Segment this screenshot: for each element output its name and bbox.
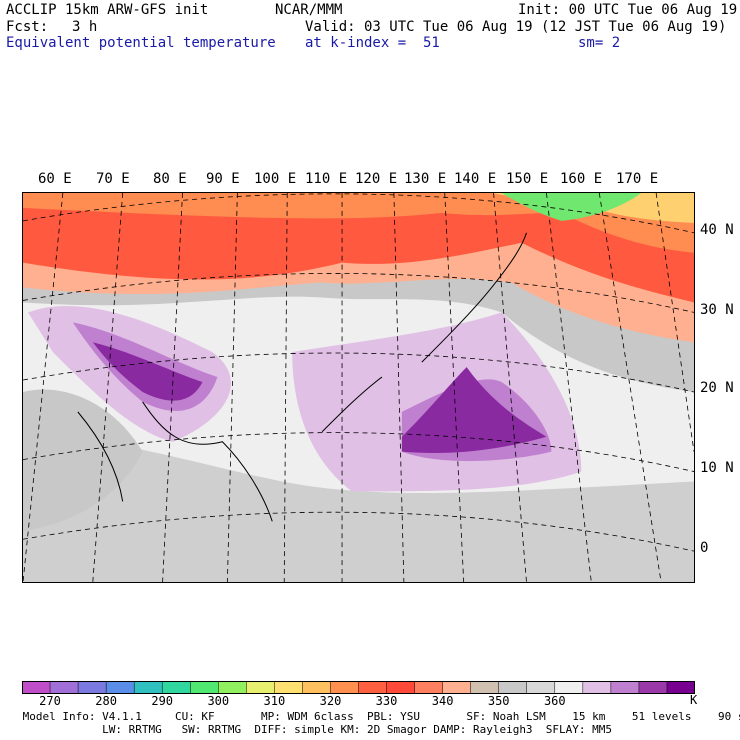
colorbar-tick-label: 320 (319, 694, 342, 708)
lon-label: 130 E (404, 171, 447, 187)
lon-label: 140 E (454, 171, 497, 187)
purple-dark-pacific (401, 367, 547, 453)
colorbar-tick-label: 350 (487, 694, 510, 708)
smoothing-value: sm= 2 (578, 35, 621, 51)
colorbar-cell (470, 681, 500, 694)
valid-time: Valid: 03 UTC Tue 06 Aug 19 (12 JST Tue … (305, 19, 727, 35)
lon-label: 80 E (153, 171, 187, 187)
graticule (23, 193, 694, 582)
lon-label: 60 E (38, 171, 72, 187)
lat-label: 20 N (700, 380, 734, 396)
colorbar-cell (105, 681, 135, 694)
colorbar-cell (666, 681, 695, 694)
colorbar-cell (330, 681, 360, 694)
model-title: ACCLIP 15km ARW-GFS init (6, 2, 209, 18)
colorbar-tick-label: 290 (151, 694, 174, 708)
colorbar-cell (274, 681, 304, 694)
colorbar-cell (358, 681, 388, 694)
colorbar-unit: K (690, 693, 698, 707)
colorbar-cell (77, 681, 107, 694)
colorbar-tick-label: 300 (207, 694, 230, 708)
lon-label: 120 E (355, 171, 398, 187)
coastline (77, 232, 527, 522)
level-index: at k-index = 51 (305, 35, 440, 51)
colorbar-cell (582, 681, 612, 694)
gray-region-south (23, 439, 694, 582)
colorbar-cell (246, 681, 276, 694)
lon-label: 70 E (96, 171, 130, 187)
theta-e-map (22, 192, 695, 583)
lat-label: 40 N (700, 222, 734, 238)
colorbar-cell (161, 681, 192, 694)
lon-label: 150 E (506, 171, 549, 187)
band-green (501, 193, 642, 221)
colorbar-cell (526, 681, 556, 694)
colorbar-cell (638, 681, 668, 694)
colorbar-tick-label: 340 (431, 694, 454, 708)
colorbar-cell (414, 681, 444, 694)
lat-label: 30 N (700, 302, 734, 318)
colorbar-cell (554, 681, 584, 694)
lon-label: 160 E (560, 171, 603, 187)
field-name: Equivalent potential temperature (6, 35, 276, 51)
gray-region-west (23, 389, 143, 532)
band-red (23, 193, 694, 303)
band-yellow (491, 193, 694, 223)
colorbar-cell (302, 681, 332, 694)
colorbar-tick-label: 360 (543, 694, 566, 708)
band-orange (23, 193, 694, 253)
colorbar-tick-label: 270 (39, 694, 61, 708)
model-info-line2: LW: RRTMG SW: RRTMG DIFF: simple KM: 2D … (16, 723, 613, 736)
lon-label: 100 E (254, 171, 297, 187)
lon-label: 90 E (206, 171, 240, 187)
colorbar-cell (133, 681, 163, 694)
colorbar-cell (498, 681, 528, 694)
lon-label: 170 E (616, 171, 659, 187)
forecast-hours: 3 h (72, 19, 98, 35)
colorbar (22, 681, 695, 694)
lat-label: 0 (700, 540, 709, 556)
colorbar-cell (218, 681, 248, 694)
colorbar-cell (22, 681, 51, 694)
colorbar-cell (49, 681, 79, 694)
colorbar-tick-label: 280 (95, 694, 117, 708)
colorbar-cell (610, 681, 640, 694)
forecast-label: Fcst: (6, 19, 49, 35)
colorbar-cell (190, 681, 220, 694)
lat-label: 10 N (700, 460, 734, 476)
colorbar-cell (386, 681, 416, 694)
colorbar-cell (442, 681, 472, 694)
init-time: Init: 00 UTC Tue 06 Aug 19 (518, 2, 738, 18)
model-info-line1: Model Info: V4.1.1 CU: KF MP: WDM 6class… (16, 710, 740, 723)
colorbar-tick-label: 330 (375, 694, 398, 708)
lon-label: 110 E (305, 171, 348, 187)
org-label: NCAR/MMM (275, 2, 343, 18)
colorbar-tick-label: 310 (263, 694, 286, 708)
purple-dark-india (92, 342, 203, 401)
